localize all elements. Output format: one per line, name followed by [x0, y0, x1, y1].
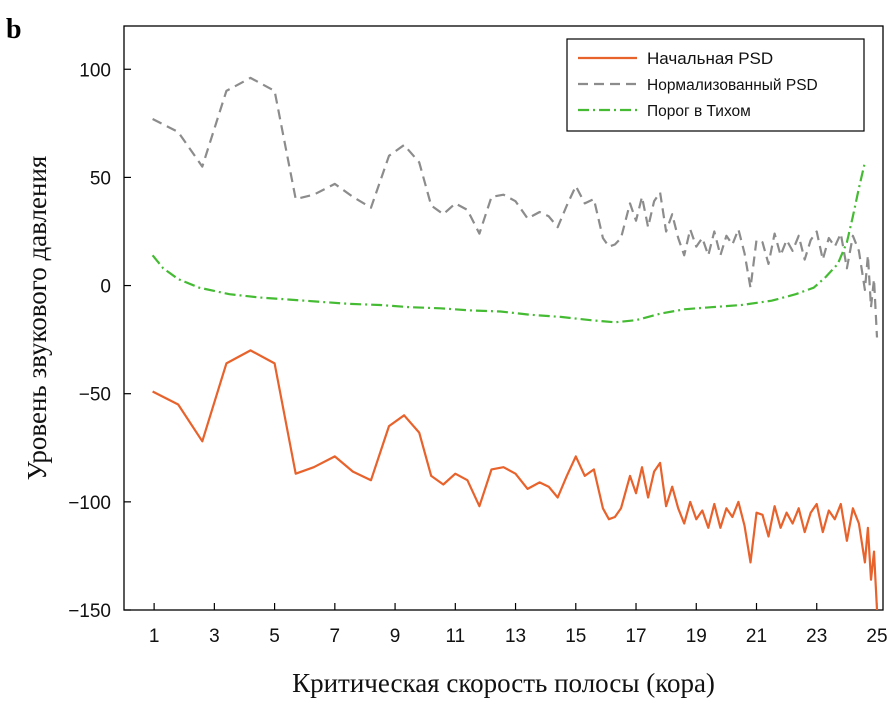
series-line-0 — [152, 349, 879, 611]
x-tick-label: 25 — [866, 626, 887, 647]
x-tick-label: 11 — [445, 626, 465, 647]
y-tick-label: 0 — [100, 277, 111, 298]
y-tick-label: 100 — [79, 60, 111, 81]
x-tick-label: 7 — [330, 626, 341, 647]
y-tick-label: 50 — [90, 168, 111, 189]
y-tick-label: −150 — [68, 601, 111, 622]
legend: Начальная PSD Нормализованный PSD Порог в … — [566, 38, 865, 132]
x-tick-label: 21 — [746, 626, 767, 647]
legend-label-0: Начальная PSD — [647, 49, 773, 68]
x-tick-label: 19 — [686, 626, 707, 647]
series-layer — [151, 76, 879, 611]
y-tick-label: −100 — [68, 493, 111, 514]
legend-label-2: Порог в Тихом — [647, 103, 751, 120]
x-tick-label: 5 — [269, 626, 280, 647]
x-tick-label: 15 — [565, 626, 586, 647]
y-tick-label: −50 — [79, 385, 111, 406]
x-tick-label: 3 — [209, 626, 220, 647]
series-line-2 — [151, 162, 866, 324]
plot-frame — [123, 25, 884, 611]
y-axis-title: Уровень звукового давления — [22, 156, 52, 481]
legend-label-1: Нормализованный PSD — [647, 77, 818, 94]
panel-label: b — [6, 14, 22, 45]
y-axis-ticks: 100 50 0 −50 −100 −150 — [68, 60, 131, 622]
x-tick-label: 9 — [390, 626, 401, 647]
x-axis-title: Критическая скорость полосы (кора) — [292, 668, 715, 698]
x-tick-label: 17 — [625, 626, 646, 647]
series-line-1 — [152, 76, 879, 338]
x-axis-ticks: 1 3 5 7 9 11 13 15 17 19 21 23 25 — [149, 603, 888, 647]
x-tick-label: 1 — [149, 626, 160, 647]
x-tick-label: 23 — [806, 626, 827, 647]
x-tick-label: 13 — [505, 626, 526, 647]
